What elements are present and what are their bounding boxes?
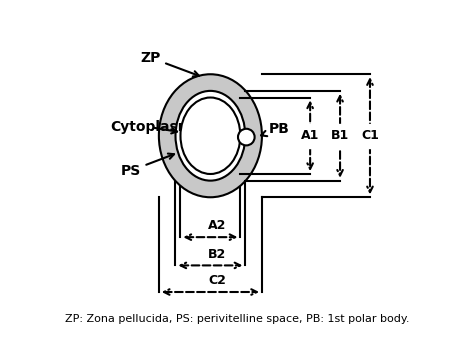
Text: A1: A1: [301, 129, 319, 142]
Text: C2: C2: [208, 274, 226, 287]
Circle shape: [238, 129, 255, 145]
Text: A2: A2: [208, 219, 226, 233]
Ellipse shape: [175, 91, 246, 180]
Text: B1: B1: [331, 129, 349, 142]
Text: PB: PB: [261, 122, 290, 136]
Ellipse shape: [159, 74, 262, 197]
Text: C1: C1: [361, 129, 379, 142]
Text: PS: PS: [121, 153, 174, 178]
Text: Cytoplasm: Cytoplasm: [110, 120, 193, 135]
Ellipse shape: [181, 98, 240, 174]
Text: B2: B2: [208, 248, 226, 261]
Text: ZP: Zona pellucida, PS: perivitelline space, PB: 1st polar body.: ZP: Zona pellucida, PS: perivitelline sp…: [65, 314, 409, 323]
Text: ZP: ZP: [140, 51, 199, 76]
